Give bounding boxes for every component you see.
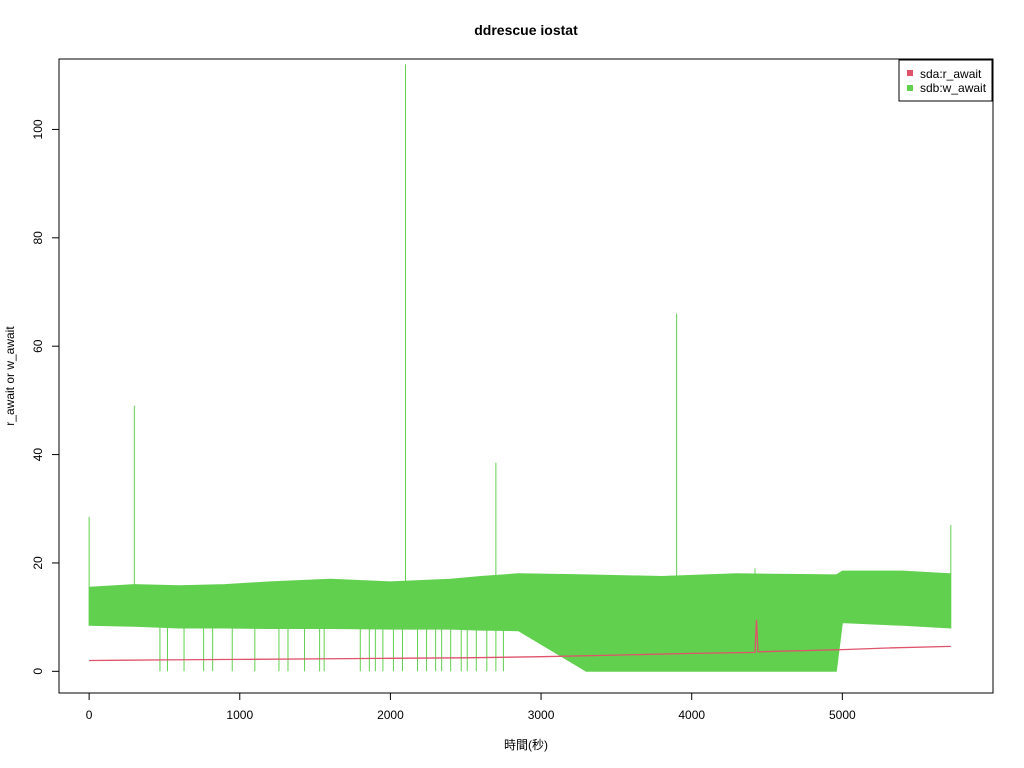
- w-await-band: [88, 570, 952, 672]
- y-axis-label: r_await or w_await: [3, 326, 17, 426]
- legend-box: [898, 59, 993, 102]
- legend-label-sda: sda:r_await: [920, 67, 982, 81]
- legend-label-sdb: sdb:w_await: [920, 81, 987, 95]
- x-axis-label: 時間(秒): [504, 738, 548, 752]
- y-tick-label-0: 0: [31, 668, 45, 675]
- y-tick-label-20: 20: [31, 556, 45, 570]
- plot-layer: [88, 64, 952, 672]
- x-tick-label-3000: 3000: [528, 708, 555, 722]
- chart-title: ddrescue iostat: [474, 22, 578, 38]
- y-tick-label-80: 80: [31, 231, 45, 245]
- x-axis: 0 1000 2000 3000 4000 5000: [86, 692, 856, 722]
- y-tick-label-40: 40: [31, 448, 45, 462]
- x-tick-label-1000: 1000: [226, 708, 253, 722]
- x-tick-label-2000: 2000: [377, 708, 404, 722]
- y-tick-label-60: 60: [31, 339, 45, 353]
- y-axis: 0 20 40 60 80 100: [31, 119, 60, 675]
- legend: sda:r_await sdb:w_await: [898, 59, 993, 102]
- r-await-line: [89, 619, 951, 662]
- legend-swatch-sdb: [907, 85, 913, 91]
- y-tick-label-100: 100: [31, 119, 45, 139]
- x-tick-label-0: 0: [86, 708, 93, 722]
- x-tick-label-5000: 5000: [829, 708, 856, 722]
- x-tick-label-4000: 4000: [678, 708, 705, 722]
- legend-swatch-sda: [907, 70, 913, 76]
